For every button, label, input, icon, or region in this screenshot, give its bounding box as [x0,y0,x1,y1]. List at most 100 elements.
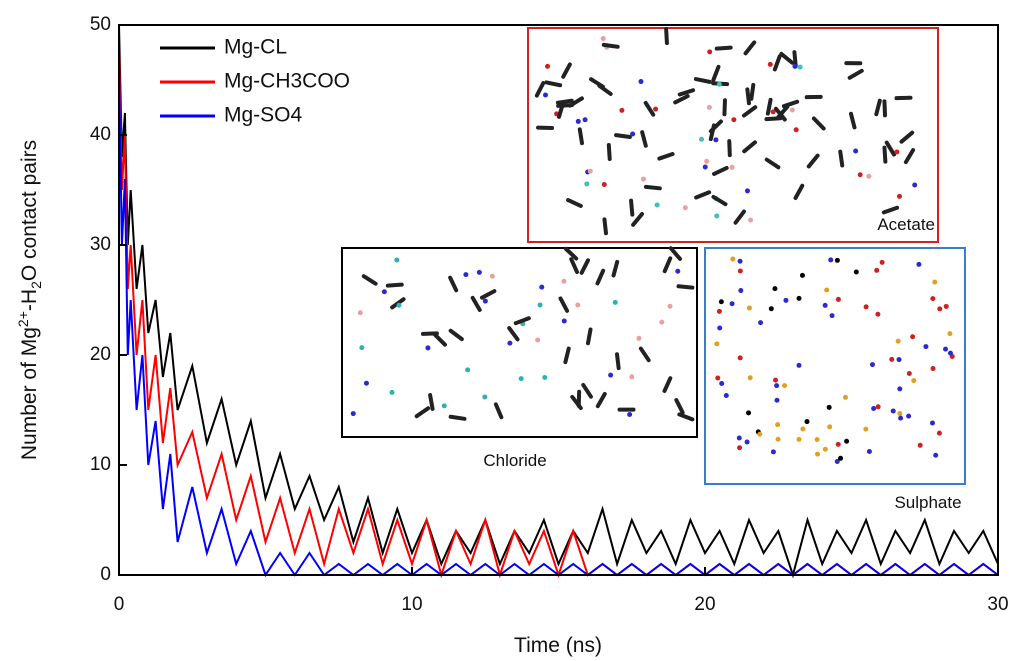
molecule-bond [643,100,656,117]
atom [853,148,859,154]
molecule-bond [657,152,675,161]
atom [772,286,778,292]
inset-label: Acetate [877,215,935,234]
atom [389,389,395,395]
molecule-bond [674,398,685,415]
atom [575,118,581,124]
y-label-part: 2 [28,281,44,289]
atom [824,287,830,293]
molecule-bond [563,246,579,261]
atom [767,61,773,67]
atom [730,256,736,262]
atom [796,295,802,301]
atom [719,380,725,386]
atom [943,303,949,309]
atom [630,131,636,137]
atom [789,107,795,113]
molecule-bond [742,140,758,154]
atom [896,357,902,363]
molecule-bond [643,184,662,191]
molecule-bond [414,406,431,419]
atom [465,367,471,373]
atom [758,320,764,326]
molecule-bond [749,82,756,101]
legend-label: Mg-CL [224,36,287,59]
atom [894,149,900,155]
atom [757,431,763,437]
atom [896,193,902,199]
atom [463,272,469,278]
molecule-bond [611,259,620,278]
atom [863,304,869,310]
y-tick-label: 10 [90,454,111,475]
atom [682,205,688,211]
atom [716,81,722,87]
y-label-part: -H [18,289,41,311]
chloride-inset [341,247,698,438]
molecule-bond [882,145,888,164]
atom [835,296,841,302]
molecule-bond [882,99,888,118]
atom [619,107,625,113]
atom [774,383,780,389]
atom [675,268,681,274]
molecule-bond [668,246,682,261]
atom [543,92,549,98]
atom [738,288,744,294]
series-line [118,68,999,578]
molecule-bond [677,88,696,97]
atom [638,79,644,85]
molecule-bond [847,68,864,80]
atom [518,376,524,382]
molecule-bond [712,165,729,176]
molecule-bond [513,316,531,326]
atom [932,279,938,285]
atom [667,303,673,309]
atom [587,168,593,174]
molecule-bond [563,346,571,365]
atom [629,374,635,380]
y-label-part: Number of Mg [18,327,41,460]
molecule-bond [806,153,820,169]
y-tick-label: 20 [90,344,111,365]
atom [715,375,721,381]
molecule-bond [480,289,497,300]
atom [834,459,840,465]
molecule-bond [470,295,482,312]
molecule-bond [493,402,504,420]
atom [489,273,495,279]
atom [575,302,581,308]
atom [937,306,943,312]
molecule-bond [568,96,584,108]
molecule-bond [433,332,447,347]
acetate-inset [527,27,939,243]
atom [714,213,720,219]
molecule-bond [733,209,746,225]
atom [933,452,939,458]
atom [910,334,916,340]
molecule-bond [601,42,620,49]
atom [890,408,896,414]
legend-label: Mg-CH3COO [224,70,350,93]
atom [770,449,776,455]
y-tick-label: 50 [90,14,111,35]
atom [906,413,912,419]
atom [535,337,541,343]
atom [911,378,917,384]
atom [797,64,803,70]
molecule-bond [507,326,520,342]
molecule-bond [597,83,613,96]
atom [936,430,942,436]
atom [600,36,606,42]
atom [381,289,387,295]
atom [363,380,369,386]
atom [714,341,720,347]
molecule-bond [595,391,607,409]
molecule-bond [708,123,716,142]
molecule-bond [838,149,845,168]
atom [912,182,918,188]
atom [357,310,363,316]
molecule-bond [899,130,915,144]
atom [729,301,735,307]
molecule-bond [673,94,690,105]
